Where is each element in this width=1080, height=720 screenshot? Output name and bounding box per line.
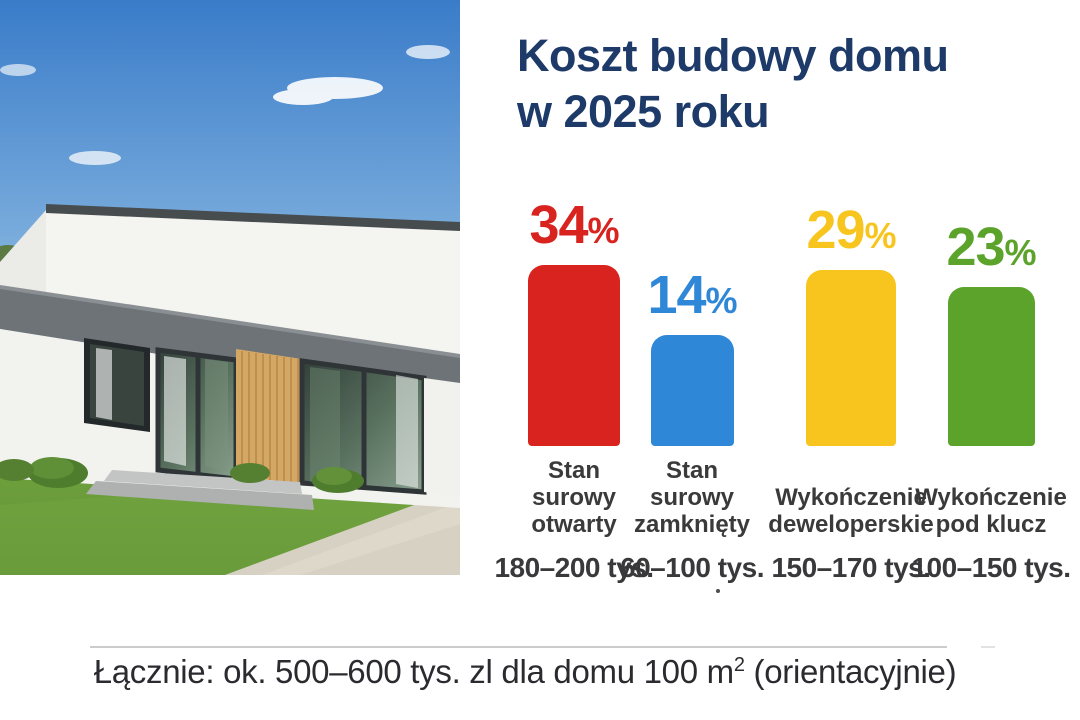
percent-label: 14% (647, 265, 737, 325)
bar-wykonczenie-pod-klucz (947, 287, 1035, 446)
glass-reflection-left (205, 359, 228, 470)
bar-stan-surowy-otwarty (528, 265, 620, 446)
stray-dot-artifact (716, 589, 720, 593)
driveway (225, 488, 460, 575)
percent-label: 23% (946, 217, 1036, 277)
wood-slats (241, 351, 299, 482)
title-line-2: w 2025 roku (517, 86, 770, 137)
curtain-right (396, 375, 418, 488)
glass-reflection-right (310, 367, 340, 486)
footer-divider (90, 646, 947, 648)
house-photo (0, 0, 460, 575)
page-title: Koszt budowy domu w 2025 roku (517, 28, 1077, 140)
step-upper (104, 470, 302, 494)
footer-summary: Łącznie: ok. 500–600 tys. zl dla domu 10… (93, 653, 957, 690)
chart-column-wykonczenie-deweloperskie: 29% Wykończenie deweloperskie 150–170 ty… (761, 185, 941, 720)
percent-label: 34% (529, 195, 619, 255)
curtain-left (164, 356, 186, 466)
cost-range-label: 180–200 tys. (494, 552, 654, 583)
category-label: Wykończenie deweloperskie (768, 484, 934, 538)
category-label: Stan surowy zamknięty (633, 457, 751, 538)
side-window-curtain (96, 348, 112, 420)
driveway-highlight (262, 502, 460, 575)
step-lower (86, 481, 314, 510)
bushes (0, 457, 364, 493)
cost-range-label: 100–150 tys. (911, 552, 1071, 583)
clouds (0, 45, 450, 165)
roof-cap (46, 204, 460, 231)
house (0, 204, 460, 510)
bar-stan-surowy-zamkniety (650, 335, 734, 446)
title-line-1: Koszt budowy domu (517, 30, 949, 81)
bar-wykonczenie-deweloperskie (806, 270, 896, 446)
category-label: Wykończenie pod klucz (915, 484, 1067, 538)
chart-column-stan-surowy-otwarty: 34% Stan surowy otwarty 180–200 tys. (484, 185, 664, 720)
superscript-2: 2 (733, 654, 745, 676)
chart-column-stan-surowy-zamkniety: 14% Stan surowy zamknięty 60–100 tys. (602, 185, 782, 720)
footer-divider-fragment (981, 646, 995, 648)
right-pillar (424, 378, 460, 497)
chart-column-wykonczenie-pod-klucz: 23% Wykończenie pod klucz 100–150 tys. (901, 185, 1080, 720)
cost-range-label: 150–170 tys. (771, 552, 931, 583)
category-label: Stan surowy otwarty (531, 457, 617, 538)
percent-label: 29% (806, 200, 896, 260)
cost-range-label: 60–100 tys. (620, 552, 764, 583)
